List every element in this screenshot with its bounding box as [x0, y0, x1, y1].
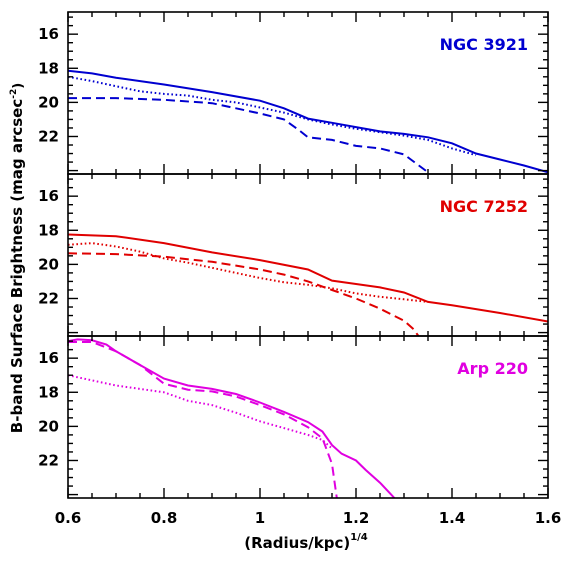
y-tick-label: 22 — [38, 127, 59, 145]
series-dotted-line — [68, 242, 429, 303]
y-tick-label: 18 — [38, 59, 59, 77]
x-tick-label: 1.6 — [535, 509, 561, 527]
y-tick-label: 16 — [38, 349, 59, 367]
x-tick-label: 1 — [255, 509, 265, 527]
x-tick-label: 0.6 — [55, 509, 82, 527]
panel-title: NGC 7252 — [440, 197, 528, 216]
series-dashed-line — [68, 341, 338, 498]
y-tick-label: 20 — [38, 417, 59, 435]
panel-3: 16 18 20 22 Arp 220 0.6 0.8 1 1.2 1.4 1.6 — [38, 335, 561, 527]
x-axis-label: (Radius/kpc) — [244, 534, 350, 552]
panel-2: 16 18 20 22 NGC 7252 — [38, 173, 549, 337]
series-dashed-line — [68, 97, 429, 174]
x-axis-exponent: 1/4 — [350, 532, 368, 543]
series-solid-line — [68, 338, 396, 498]
panel-title: Arp 220 — [457, 359, 528, 378]
panel-1: 16 18 20 22 NGC 3921 — [38, 11, 549, 175]
y-tick-label: 22 — [38, 289, 59, 307]
series-dotted-line — [68, 374, 333, 450]
x-axis-title: (Radius/kpc)1/4 — [244, 532, 368, 552]
x-tick-label: 1.4 — [439, 509, 466, 527]
x-tick-label: 0.8 — [151, 509, 178, 527]
y-tick-label: 18 — [38, 221, 59, 239]
y-tick-label: 16 — [38, 187, 59, 205]
panels: 16 18 20 22 NGC 3921 16 18 20 22 NGC 7252 16 18 20 22… — [38, 11, 561, 527]
series-solid-line — [68, 69, 548, 174]
series-dashed-line — [68, 252, 420, 336]
y-axis-label-close: ) — [11, 83, 26, 89]
y-tick-label: 20 — [38, 93, 59, 111]
series-solid-line — [68, 233, 548, 323]
y-tick-label: 20 — [38, 255, 59, 273]
panel-title: NGC 3921 — [440, 35, 528, 54]
y-axis-exponent: -2 — [9, 89, 19, 99]
y-tick-label: 16 — [38, 25, 59, 43]
y-tick-label: 22 — [38, 451, 59, 469]
x-tick-label: 1.2 — [343, 509, 370, 527]
y-axis-label: B-band Surface Brightness (mag arcsec — [8, 99, 26, 433]
y-tick-label: 18 — [38, 383, 59, 401]
series-dotted-line — [68, 75, 477, 157]
y-axis-title: B-band Surface Brightness (mag arcsec-2) — [8, 83, 26, 433]
